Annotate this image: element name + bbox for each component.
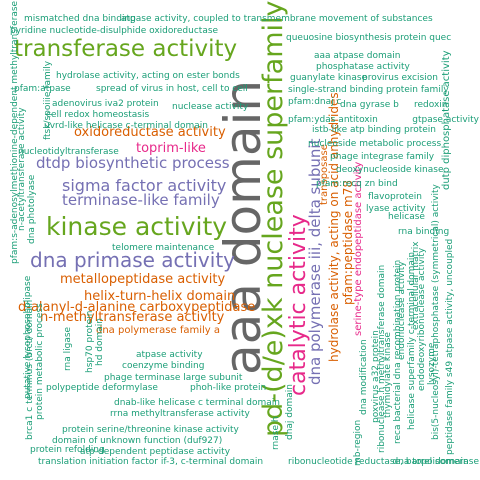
cloud-word: deoxynucleoside kinase bbox=[336, 165, 444, 175]
cloud-word: atpase activity, coupled to transmembran… bbox=[121, 14, 433, 24]
cloud-word: n-acetyltransferase activity bbox=[17, 107, 27, 231]
cloud-word: kinase activity bbox=[46, 212, 228, 241]
cloud-word: dnab-like helicase c terminal domain bbox=[114, 398, 280, 408]
cloud-word: bis(5-nucleosyl)-tetraphosphatase (symme… bbox=[431, 184, 441, 440]
cloud-word: telomere maintenance bbox=[112, 243, 215, 253]
cloud-word: nucleoside metabolic process bbox=[308, 139, 442, 149]
cloud-word: reca bacterial dna recombination protein bbox=[393, 259, 403, 444]
cloud-word: nucleotidyltransferase bbox=[18, 147, 119, 157]
cloud-word: pfam:recq zn bind bbox=[316, 179, 398, 189]
cloud-word: toprim-like bbox=[136, 141, 206, 156]
cloud-word: pfam:ydas antitoxin bbox=[288, 115, 378, 125]
cloud-word: dna photolyase bbox=[27, 174, 37, 244]
cloud-word: metallopeptidase activity bbox=[60, 272, 226, 287]
cloud-word: provirus excision bbox=[362, 73, 438, 83]
cloud-word: rna ligase bbox=[63, 326, 73, 371]
cloud-word: rrna methyltransferase activity bbox=[110, 409, 250, 419]
cloud-word: transposase bbox=[319, 144, 330, 205]
cloud-word: guanylate kinase bbox=[290, 73, 368, 83]
cloud-word: dtdp biosynthetic process bbox=[36, 154, 230, 172]
cloud-word: dna gyrase b bbox=[340, 100, 399, 110]
cloud-word: phage integrase family bbox=[330, 152, 435, 162]
cloud-word: pyridine nucleotide-disulphide oxidoredu… bbox=[10, 26, 219, 36]
cloud-word: phoh-like protein bbox=[190, 383, 267, 393]
cloud-word: mismatched dna binding bbox=[24, 14, 136, 24]
cloud-word: lyase activity bbox=[366, 204, 426, 214]
cloud-word: protein refolding bbox=[30, 445, 105, 455]
cloud-word: cell redox homeostasis bbox=[46, 110, 150, 120]
cloud-word: istb-like atp binding protein bbox=[312, 125, 436, 135]
cloud-word: phage terminase large subunit bbox=[104, 373, 243, 383]
cloud-word: pd-(d/e)xk nuclease superfamily bbox=[258, 1, 289, 438]
cloud-word: mb-region bbox=[353, 419, 363, 466]
cloud-word: d-alanyl-d-alanine carboxypeptidase bbox=[18, 300, 256, 315]
cloud-word: nuclease activity bbox=[172, 102, 249, 112]
cloud-word: ribonuclease h methyltransferase domain bbox=[377, 264, 387, 453]
cloud-word: terminase-like family bbox=[62, 191, 220, 209]
cloud-word: coenzyme binding bbox=[122, 361, 205, 371]
cloud-word: protein metabolic process bbox=[35, 303, 45, 420]
cloud-word: atp-dependent peptidase activity bbox=[80, 447, 231, 457]
cloud-word: pfam:dnaj c bbox=[288, 97, 342, 107]
cloud-word: rna binding bbox=[398, 227, 450, 237]
cloud-word: phosphatase activity bbox=[316, 62, 410, 72]
cloud-word: ftsk/spoiiie family bbox=[43, 60, 53, 140]
cloud-word: dna modification bbox=[359, 339, 369, 415]
cloud-word: dna polymerase family a bbox=[96, 325, 220, 336]
cloud-word: single-strand binding protein family bbox=[288, 85, 449, 95]
cloud-word: pfam:atpase bbox=[14, 84, 71, 94]
cloud-word: lysozyme bbox=[427, 342, 437, 385]
cloud-word: helix-turn-helix domain bbox=[84, 289, 236, 304]
cloud-word: uvrd-like helicase c-terminal domain bbox=[44, 121, 208, 131]
cloud-word: flavoprotein bbox=[368, 192, 423, 202]
cloud-word: transferase activity bbox=[14, 36, 238, 62]
cloud-word: hd domain bbox=[95, 318, 105, 366]
cloud-word: redoxin bbox=[414, 100, 448, 110]
cloud-word: domain of unknown function (duf927) bbox=[52, 436, 223, 446]
cloud-word: spread of virus in host, cell to cell bbox=[96, 84, 248, 94]
cloud-word: helicase bbox=[388, 212, 425, 222]
cloud-word: dnaj domain bbox=[285, 384, 295, 440]
cloud-word: dna topoisomerase bbox=[392, 457, 480, 467]
cloud-word: helicase superfamily c-terminal domain bbox=[407, 251, 417, 430]
cloud-word: sigma factor activity bbox=[62, 176, 227, 195]
cloud-word: queuosine biosynthesis protein quec bbox=[286, 33, 452, 43]
cloud-word: peptidase family s49 atpase activity, un… bbox=[445, 238, 455, 455]
cloud-word: endodeoxyribonuclease activity bbox=[417, 247, 427, 391]
cloud-word: oxidoreductase activity bbox=[74, 125, 226, 140]
cloud-word: translation initiation factor if-3, c-te… bbox=[38, 457, 264, 467]
cloud-word: putative lysophospholipase bbox=[23, 275, 33, 399]
cloud-word: ribonucleotide reductase, barrel domain bbox=[288, 457, 469, 467]
cloud-word: dna primase activity bbox=[30, 248, 235, 272]
cloud-word: atpase activity bbox=[136, 350, 203, 360]
cloud-word: protein serine/threonine kinase activity bbox=[62, 425, 239, 435]
cloud-word: n-methyltransferase activity bbox=[40, 310, 225, 325]
cloud-word: hydrolase activity, acting on ester bond… bbox=[56, 71, 240, 81]
cloud-word: aaa atpase domain bbox=[314, 51, 401, 61]
cloud-word: adenovirus iva2 protein bbox=[52, 99, 159, 109]
cloud-word: rnase h bbox=[271, 416, 281, 450]
cloud-word: polypeptide deformylase bbox=[46, 383, 158, 393]
cloud-word: hsp70 protein bbox=[85, 310, 95, 373]
cloud-word: gtpase activity bbox=[412, 115, 479, 125]
